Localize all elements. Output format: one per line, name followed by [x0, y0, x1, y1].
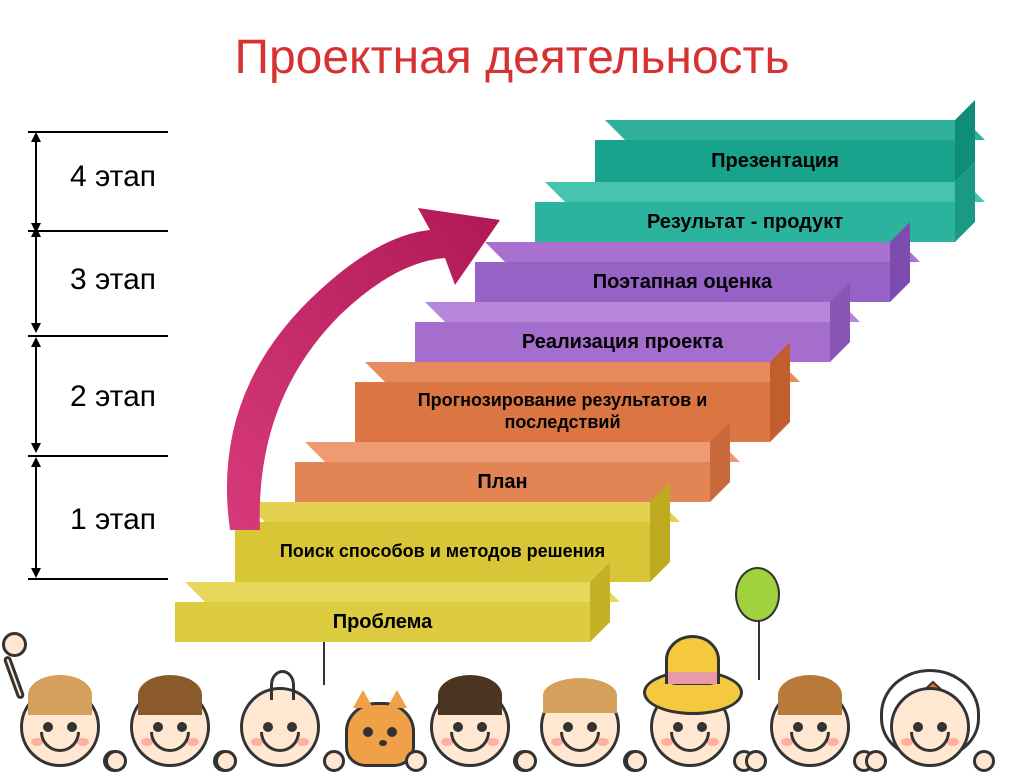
dim-tick — [28, 230, 168, 232]
dim-arrow-up-icon — [31, 132, 41, 142]
child-icon — [20, 687, 100, 767]
dim-tick — [28, 455, 168, 457]
stage-label-3: 3 этап — [70, 263, 156, 297]
page-title: Проектная деятельность — [0, 0, 1024, 85]
dim-arrow-down-icon — [31, 443, 41, 453]
dim-tick — [28, 335, 168, 337]
child-icon — [890, 687, 970, 767]
child-icon — [430, 687, 510, 767]
step-label: Поэтапная оценка — [593, 271, 772, 294]
step-label: Реализация проекта — [522, 331, 723, 354]
stage-label-4: 4 этап — [70, 160, 156, 194]
stage-label-1: 1 этап — [70, 503, 156, 537]
dim-line-1 — [35, 465, 37, 570]
child-icon — [130, 687, 210, 767]
child-icon — [240, 687, 320, 767]
dim-line-3 — [35, 235, 37, 325]
child-icon — [650, 687, 730, 767]
step-presentation: Презентация — [595, 120, 955, 182]
balloon-icon — [735, 567, 780, 622]
dim-tick — [28, 578, 168, 580]
step-evaluation: Поэтапная оценка — [475, 242, 890, 302]
step-label: Презентация — [711, 150, 839, 173]
progress-arrow-icon — [200, 190, 520, 550]
step-result: Результат - продукт — [535, 182, 955, 242]
step-problem: Проблема — [175, 582, 590, 642]
stage-label-2: 2 этап — [70, 380, 156, 414]
step-label: Результат - продукт — [647, 211, 843, 234]
dim-line-2 — [35, 345, 37, 445]
dim-arrow-down-icon — [31, 323, 41, 333]
dim-arrow-down-icon — [31, 568, 41, 578]
child-icon — [540, 687, 620, 767]
dim-tick — [28, 131, 168, 133]
step-label: Проблема — [333, 611, 433, 634]
child-icon — [770, 687, 850, 767]
dim-line-4 — [35, 140, 37, 225]
